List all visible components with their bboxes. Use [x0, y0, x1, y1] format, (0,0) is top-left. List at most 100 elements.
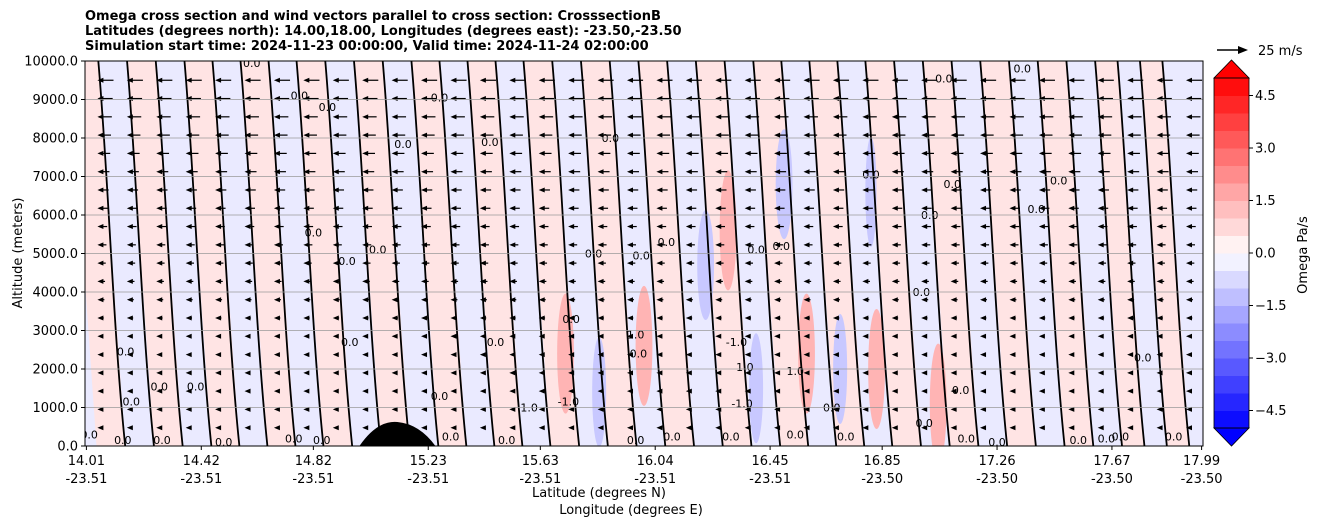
contour-label: 0.0	[935, 72, 953, 85]
wind-vector-head	[509, 388, 516, 394]
wind-vector-head	[715, 260, 722, 266]
wind-vector-head	[1127, 150, 1134, 156]
wind-vector-head	[891, 333, 898, 339]
contour-label: 0.0	[952, 384, 970, 397]
wind-vector-head	[980, 187, 987, 193]
wind-vector-head	[715, 315, 722, 321]
wind-vector-head	[1038, 352, 1045, 358]
wind-vector-head	[568, 150, 575, 156]
wind-vector-head	[362, 150, 369, 156]
wind-vector-head	[185, 370, 192, 376]
wind-vector-head	[1009, 333, 1016, 339]
wind-vector-head	[626, 187, 633, 193]
wind-vector-head	[950, 352, 957, 358]
wind-vector-head	[891, 278, 898, 284]
wind-vector-head	[980, 114, 987, 120]
contour-label: 0.0	[1028, 203, 1046, 216]
wind-vector-head	[803, 169, 810, 175]
wind-vector-head	[1156, 333, 1163, 339]
wind-vector-head	[1127, 370, 1134, 376]
wind-vector-head	[774, 187, 781, 193]
wind-vector-head	[1097, 297, 1104, 303]
colorbar-tick-label: −1.5	[1255, 299, 1287, 314]
wind-vector-head	[332, 315, 339, 321]
wind-vector-head	[244, 114, 251, 120]
wind-vector-head	[156, 150, 163, 156]
wind-vector-head	[568, 352, 575, 358]
wind-vector-head	[1068, 315, 1075, 321]
omega-negative-cell	[592, 337, 607, 446]
wind-vector-head	[891, 297, 898, 303]
wind-vector-head	[215, 315, 222, 321]
wind-vector-head	[980, 315, 987, 321]
omega-negative-cell	[865, 136, 877, 247]
wind-vector-head	[832, 406, 839, 412]
wind-vector-head	[156, 425, 163, 431]
wind-vector-head	[1038, 114, 1045, 120]
wind-vector-head	[126, 388, 133, 394]
wind-vector-head	[656, 297, 663, 303]
contour-label: 0.0	[913, 286, 931, 299]
wind-vector-head	[744, 114, 751, 120]
wind-vector-head	[1127, 388, 1134, 394]
contour-label: 0.0	[481, 136, 499, 149]
x-tick-label-lon: -23.50	[1181, 472, 1223, 487]
wind-vector-head	[656, 425, 663, 431]
colorbar-segment	[1214, 393, 1249, 411]
wind-vector-head	[862, 169, 869, 175]
wind-vector-head	[685, 224, 692, 230]
wind-vector-head	[244, 242, 251, 248]
wind-vector-head	[1038, 224, 1045, 230]
wind-vector-head	[97, 77, 104, 83]
wind-vector-head	[1156, 77, 1163, 83]
wind-vector-head	[479, 388, 486, 394]
colorbar-segment	[1214, 305, 1249, 324]
wind-vector-head	[685, 278, 692, 284]
wind-vector-head	[1038, 406, 1045, 412]
colorbar-label: Omega Pa/s	[1296, 216, 1311, 294]
contour-label: 0.0	[562, 313, 580, 326]
wind-vector-head	[126, 297, 133, 303]
wind-vector-head	[185, 114, 192, 120]
contour-label: 0.0	[285, 432, 303, 445]
wind-vector-head	[891, 169, 898, 175]
wind-vector-head	[538, 77, 545, 83]
wind-vector-head	[803, 132, 810, 138]
wind-vector-head	[1185, 205, 1192, 211]
wind-vector-head	[479, 150, 486, 156]
wind-vector-head	[803, 333, 810, 339]
wind-vector-head	[421, 260, 428, 266]
wind-vector-head	[832, 114, 839, 120]
wind-vector-head	[921, 406, 928, 412]
wind-vector-head	[1038, 333, 1045, 339]
wind-vector-head	[362, 370, 369, 376]
wind-vector-head	[450, 297, 457, 303]
triangle-up-icon	[1213, 59, 1250, 79]
wind-vector-head	[921, 77, 928, 83]
wind-vector-head	[950, 260, 957, 266]
wind-vector-head	[1127, 425, 1134, 431]
contour-label: 0.0	[1134, 351, 1152, 364]
wind-vector-head	[803, 77, 810, 83]
wind-vector-head	[156, 260, 163, 266]
wind-vector-head	[656, 352, 663, 358]
wind-vector-head	[1185, 333, 1192, 339]
wind-vector-head	[1068, 425, 1075, 431]
wind-vector-head	[126, 406, 133, 412]
wind-vector-head	[862, 77, 869, 83]
wind-vector-head	[509, 205, 516, 211]
wind-vector-head	[862, 132, 869, 138]
y-tick-label: 6000.0	[33, 209, 79, 224]
wind-vector-head	[1097, 352, 1104, 358]
wind-vector-head	[656, 187, 663, 193]
wind-vector-head	[744, 260, 751, 266]
wind-vector-head	[538, 278, 545, 284]
wind-vector-head	[479, 169, 486, 175]
wind-vector-head	[303, 187, 310, 193]
wind-vector-head	[568, 425, 575, 431]
wind-vector-head	[832, 77, 839, 83]
wind-vector-head	[803, 297, 810, 303]
wind-vector-head	[332, 224, 339, 230]
wind-vector-head	[568, 406, 575, 412]
wind-vector-head	[626, 388, 633, 394]
